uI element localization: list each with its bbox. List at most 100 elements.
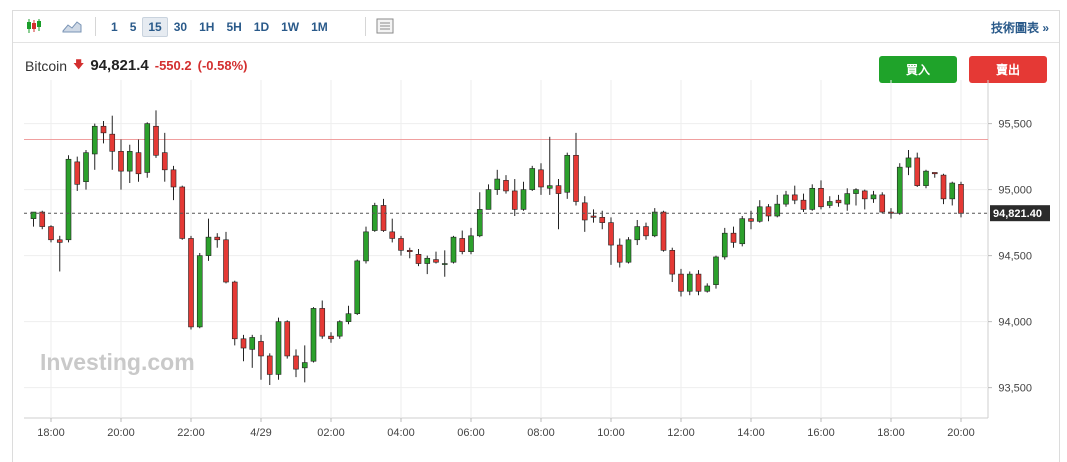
candle-body [74, 161, 81, 185]
interval-selector: 1 5 15 30 1H 5H 1D 1W 1M [105, 17, 334, 37]
candle [459, 230, 466, 255]
technical-chart-link[interactable]: 技術圖表 » [990, 21, 1049, 35]
candle [861, 189, 868, 210]
candle [126, 144, 133, 184]
interval-1m[interactable]: 1M [311, 20, 328, 34]
candle-body [739, 218, 746, 245]
candle-body [520, 189, 527, 210]
candle-body [704, 285, 711, 292]
sell-button[interactable]: 賣出 [969, 56, 1047, 83]
candle-body [196, 255, 203, 328]
candle-body [564, 154, 571, 193]
candle-body [625, 239, 632, 263]
candle [809, 184, 816, 211]
candle [800, 193, 807, 213]
candle [835, 194, 842, 207]
candle [914, 152, 921, 187]
candle [651, 208, 658, 238]
settings-panel-icon[interactable] [374, 16, 396, 36]
chart-widget: 1 5 15 30 1H 5H 1D 1W 1M 技術圖表 » Bitcoin … [12, 10, 1060, 462]
x-tick-label: 02:00 [317, 427, 345, 439]
toolbar-divider [365, 17, 366, 36]
candle-body [756, 206, 763, 222]
candlestick-icon[interactable] [23, 16, 45, 36]
candle-body [503, 180, 509, 192]
candle-body [328, 335, 334, 340]
candle [74, 156, 81, 191]
candle-body [573, 154, 579, 202]
candle [538, 163, 544, 195]
instrument-name: Bitcoin [25, 57, 68, 74]
candle-body [616, 244, 623, 263]
candle [494, 169, 501, 195]
price-change-percent: (-0.58%) [197, 58, 248, 73]
candle [643, 222, 649, 240]
candle-body [389, 231, 396, 239]
candle [783, 190, 789, 207]
buy-button[interactable]: 買入 [879, 56, 957, 83]
interval-15[interactable]: 15 [142, 17, 168, 37]
candle [441, 250, 448, 277]
x-tick-label: 14:00 [737, 427, 765, 439]
candle [713, 255, 719, 289]
interval-30[interactable]: 30 [173, 20, 188, 34]
candle-body [441, 263, 448, 265]
watermark: Investing.com [40, 349, 195, 375]
candle [573, 132, 579, 206]
candle [608, 217, 614, 265]
candle [109, 115, 116, 170]
candle [529, 165, 536, 191]
candle-body [678, 273, 684, 292]
candle [223, 231, 229, 284]
candle [958, 181, 964, 218]
candle [30, 211, 37, 227]
candle-body [791, 194, 798, 201]
candle-body [91, 125, 98, 155]
interval-1[interactable]: 1 [111, 20, 118, 34]
candle-body [275, 321, 282, 375]
candle [170, 165, 177, 201]
price-change: -550.2 [154, 58, 192, 73]
area-chart-icon[interactable] [61, 16, 83, 36]
candle-body [940, 174, 947, 200]
candle-body [826, 201, 833, 206]
candle-body [398, 238, 404, 251]
candle [616, 238, 623, 268]
candle-body [861, 190, 868, 200]
candle [564, 152, 571, 199]
candle-body [870, 194, 877, 200]
candle [153, 110, 159, 158]
interval-5[interactable]: 5 [129, 20, 137, 34]
candle [511, 179, 518, 217]
candle [249, 334, 256, 368]
candle-body [118, 151, 124, 172]
interval-1h[interactable]: 1H [199, 20, 215, 34]
candle-body [109, 133, 116, 152]
candle-body [468, 235, 474, 252]
interval-1w[interactable]: 1W [281, 20, 300, 34]
x-tick-label: 12:00 [667, 427, 695, 439]
interval-5h[interactable]: 5H [226, 20, 242, 34]
candle [634, 219, 641, 246]
candle-body [100, 125, 107, 134]
candle [756, 200, 763, 223]
candle-body [651, 211, 658, 237]
candle [669, 247, 676, 283]
candle [791, 185, 798, 205]
candle-body [284, 321, 291, 357]
x-axis: 18:00 20:00 22:00 4/29 02:00 04:00 06:00 08:00 1… [37, 418, 975, 439]
candle [774, 194, 781, 218]
candle-body [853, 189, 859, 194]
current-price-label: 94,821.40 [993, 208, 1042, 220]
x-tick-label: 10:00 [597, 427, 625, 439]
current-price-tag [990, 205, 1050, 222]
candle-body [188, 238, 194, 328]
last-price: 94,821.4 [90, 57, 149, 74]
candle [940, 173, 947, 205]
candle [424, 255, 431, 275]
candle-body [923, 170, 929, 186]
interval-1d[interactable]: 1D [253, 20, 270, 34]
candle [555, 179, 562, 230]
quote-header: Bitcoin 🡇 94,821.4 -550.2 (-0.58%) [25, 56, 247, 75]
